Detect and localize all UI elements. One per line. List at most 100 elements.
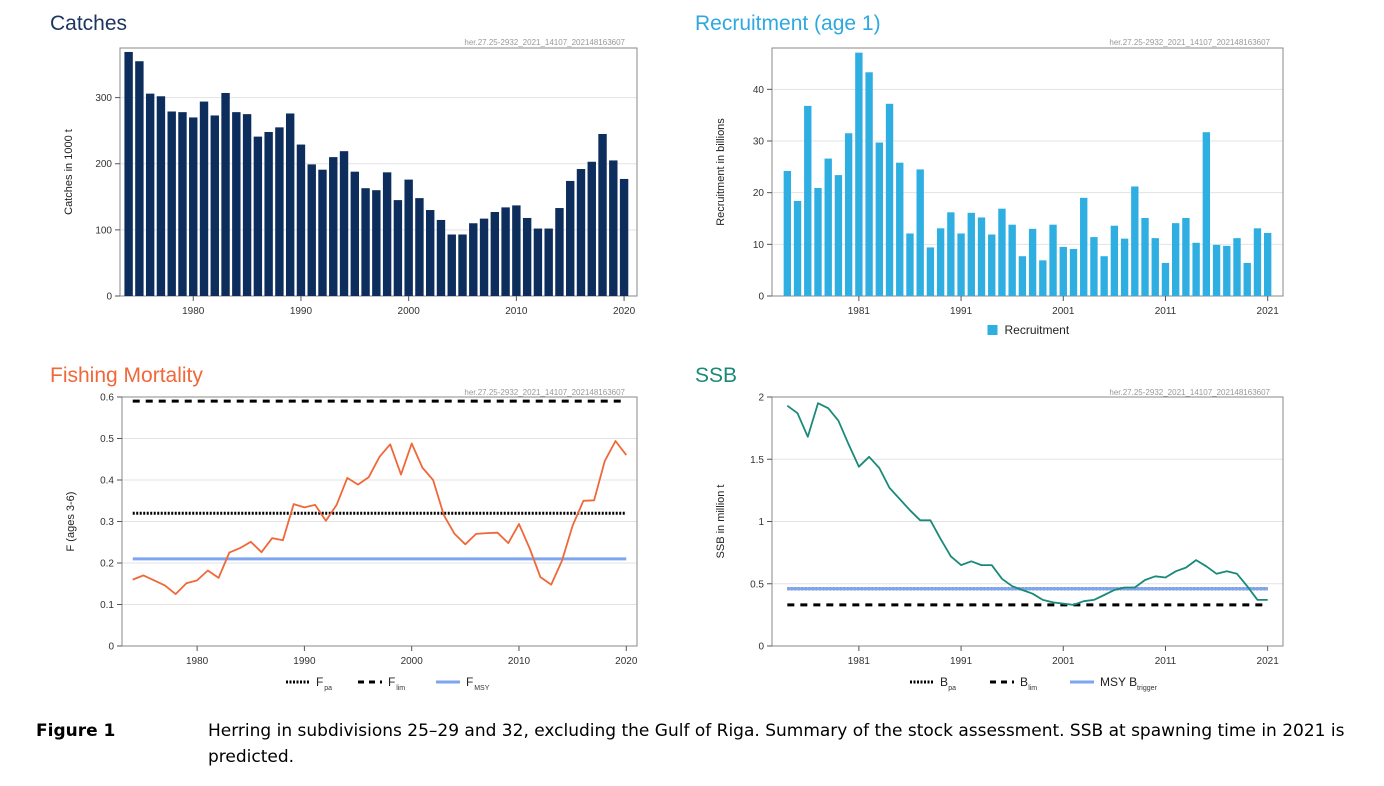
ssb-ylabel: SSB in million t	[715, 485, 727, 559]
catches-bar	[512, 205, 521, 296]
recruitment-bar	[1090, 237, 1098, 296]
ssb-ytick-label: 0.5	[750, 579, 764, 590]
catches-bar	[210, 115, 219, 297]
recruitment-bar	[834, 175, 843, 296]
catches-bar	[522, 217, 532, 296]
fishing-mortality-xtick-label: 1990	[293, 656, 316, 667]
catches-bar	[393, 200, 403, 296]
catches-bar	[221, 92, 230, 296]
fishing-mortality-xtick-label: 2000	[401, 656, 424, 667]
ssb-legend-sub: pa	[948, 685, 956, 692]
recruitment-bar	[1120, 238, 1129, 296]
catches-bar	[232, 112, 241, 297]
recruitment-bar	[885, 103, 894, 296]
recruitment-bar	[844, 133, 853, 296]
recruitment-bar	[1202, 132, 1211, 296]
recruitment-bar	[1008, 224, 1016, 296]
recruitment-xtick-label: 1981	[848, 306, 871, 317]
catches-bar	[318, 169, 327, 296]
caption-label: Figure 1	[36, 721, 116, 741]
recruitment-chart: her.27.25-2932_2021_14107_202148163607 0…	[715, 38, 1284, 337]
ssb-chart: her.27.25-2932_2021_14107_202148163607 0…	[715, 388, 1284, 692]
recruitment-xtick-label: 2001	[1052, 306, 1075, 317]
catches-panel: Catches her.27.25-2932_2021_14107_202148…	[0, 0, 692, 352]
recruitment-bar	[793, 200, 802, 296]
recruitment-bar	[1182, 217, 1190, 296]
fishing-mortality-xtick-label: 2010	[508, 656, 531, 667]
recruitment-bar	[967, 212, 975, 296]
catches-bar	[167, 111, 176, 296]
fishing-mortality-stamp: her.27.25-2932_2021_14107_202148163607	[464, 388, 625, 397]
catches-bar	[501, 207, 510, 296]
recruitment-bar	[1223, 245, 1231, 296]
recruitment-bar	[1243, 262, 1251, 296]
recruitment-bar	[1049, 224, 1057, 296]
recruitment-ytick-label: 30	[753, 137, 765, 148]
catches-ytick-label: 100	[95, 225, 112, 236]
recruitment-panel: Recruitment (age 1) her.27.25-2932_2021_…	[692, 0, 1384, 352]
recruitment-bar	[855, 52, 863, 297]
recruitment-bar	[783, 170, 792, 296]
recruitment-stamp: her.27.25-2932_2021_14107_202148163607	[1109, 38, 1270, 47]
recruitment-legend-label: Recruitment	[1005, 323, 1070, 337]
recruitment-bar	[1039, 260, 1047, 296]
ssb-xtick-label: 1981	[848, 656, 871, 667]
catches-bar	[458, 234, 467, 296]
catches-bar	[619, 178, 629, 296]
recruitment-bar	[865, 72, 873, 297]
recruitment-bar	[1212, 244, 1221, 296]
catches-bar	[566, 180, 575, 296]
ssb-ytick-label: 1	[758, 517, 764, 528]
caption-text: Herring in subdivisions 25–29 and 32, ex…	[208, 721, 1345, 767]
catches-bar	[544, 228, 553, 296]
recruitment-bar	[916, 169, 924, 296]
fishing-mortality-title: Fishing Mortality	[50, 364, 203, 387]
catches-bar	[350, 171, 360, 296]
fishing-mortality-ytick-label: 0.2	[100, 559, 114, 570]
catches-xtick-label: 1990	[290, 306, 313, 317]
catches-bar	[361, 188, 370, 296]
recruitment-ytick-label: 40	[753, 85, 765, 96]
catches-bar	[296, 144, 306, 296]
ssb-ytick-label: 0	[758, 642, 764, 653]
recruitment-xtick-label: 2011	[1155, 306, 1177, 317]
recruitment-ytick-label: 10	[753, 240, 765, 251]
ssb-xtick-label: 2011	[1155, 656, 1177, 667]
catches-bar	[609, 160, 618, 296]
recruitment-bar	[1172, 223, 1180, 296]
recruitment-xtick-label: 1991	[950, 306, 973, 317]
recruitment-bar	[1110, 225, 1119, 296]
recruitment-bar	[1233, 238, 1241, 296]
ssb-legend-label: B	[1020, 675, 1028, 689]
recruitment-bar	[988, 234, 996, 296]
recruitment-bar	[926, 247, 935, 296]
recruitment-bar	[896, 162, 904, 296]
fishing-mortality-ytick-label: 0.1	[100, 600, 114, 611]
recruitment-ytick-label: 0	[758, 292, 764, 303]
fishing-mortality-ytick-label: 0.4	[100, 476, 114, 487]
recruitment-bar	[1131, 186, 1139, 296]
recruitment-ytick-label: 20	[753, 188, 765, 199]
recruitment-bar	[977, 217, 986, 296]
catches-bar	[242, 114, 252, 296]
recruitment-bar	[998, 208, 1006, 296]
recruitment-legend-swatch	[987, 325, 998, 335]
catches-bar	[469, 223, 478, 296]
catches-xtick-label: 2010	[505, 306, 528, 317]
ssb-stamp: her.27.25-2932_2021_14107_202148163607	[1109, 388, 1270, 397]
recruitment-bar	[906, 233, 914, 296]
catches-bar	[447, 234, 456, 296]
recruitment-bar	[1192, 242, 1200, 296]
recruitment-plot-frame	[771, 47, 1284, 297]
catches-ytick-label: 0	[106, 292, 112, 303]
ssb-ytick-label: 2	[758, 393, 764, 404]
catches-bar	[124, 51, 133, 296]
fishing-mortality-legend-sub: pa	[324, 685, 332, 692]
ssb-xtick-label: 1991	[950, 656, 973, 667]
catches-bar	[339, 151, 349, 296]
catches-bar	[404, 179, 413, 296]
catches-bar	[490, 212, 500, 296]
catches-stamp: her.27.25-2932_2021_14107_202148163607	[464, 38, 625, 47]
ssb-legend-label: MSY B	[1100, 675, 1137, 689]
recruitment-bar	[1069, 248, 1078, 296]
